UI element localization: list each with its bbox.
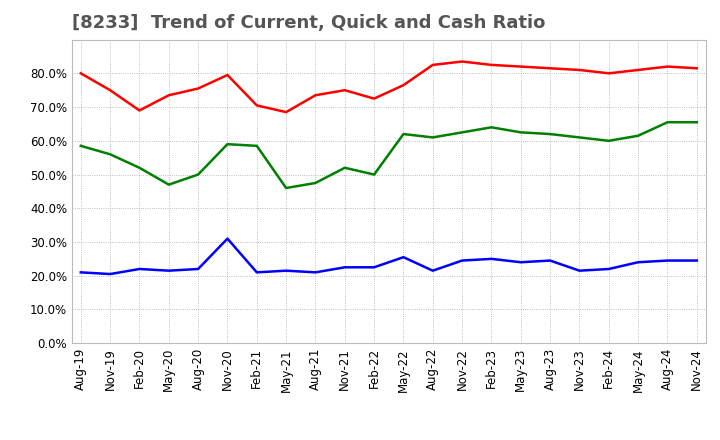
Current Ratio	[487, 62, 496, 67]
Current Ratio	[399, 82, 408, 88]
Quick Ratio	[663, 120, 672, 125]
Quick Ratio	[634, 133, 642, 138]
Quick Ratio	[164, 182, 173, 187]
Current Ratio	[135, 108, 144, 113]
Current Ratio	[428, 62, 437, 67]
Current Ratio	[223, 72, 232, 77]
Quick Ratio	[458, 130, 467, 135]
Cash Ratio	[575, 268, 584, 273]
Quick Ratio	[399, 132, 408, 137]
Cash Ratio	[428, 268, 437, 273]
Line: Current Ratio: Current Ratio	[81, 62, 697, 112]
Current Ratio	[693, 66, 701, 71]
Cash Ratio	[311, 270, 320, 275]
Quick Ratio	[546, 132, 554, 137]
Quick Ratio	[311, 180, 320, 186]
Quick Ratio	[253, 143, 261, 148]
Quick Ratio	[135, 165, 144, 170]
Current Ratio	[311, 92, 320, 98]
Cash Ratio	[693, 258, 701, 263]
Quick Ratio	[194, 172, 202, 177]
Cash Ratio	[341, 264, 349, 270]
Current Ratio	[458, 59, 467, 64]
Cash Ratio	[106, 271, 114, 277]
Quick Ratio	[575, 135, 584, 140]
Cash Ratio	[516, 260, 525, 265]
Quick Ratio	[341, 165, 349, 170]
Cash Ratio	[634, 260, 642, 265]
Line: Cash Ratio: Cash Ratio	[81, 238, 697, 274]
Cash Ratio	[370, 264, 379, 270]
Cash Ratio	[76, 270, 85, 275]
Quick Ratio	[428, 135, 437, 140]
Current Ratio	[575, 67, 584, 73]
Quick Ratio	[487, 125, 496, 130]
Cash Ratio	[194, 266, 202, 271]
Current Ratio	[605, 71, 613, 76]
Cash Ratio	[458, 258, 467, 263]
Current Ratio	[546, 66, 554, 71]
Current Ratio	[516, 64, 525, 69]
Quick Ratio	[693, 120, 701, 125]
Current Ratio	[341, 88, 349, 93]
Text: [8233]  Trend of Current, Quick and Cash Ratio: [8233] Trend of Current, Quick and Cash …	[72, 15, 545, 33]
Cash Ratio	[546, 258, 554, 263]
Current Ratio	[282, 110, 290, 115]
Current Ratio	[164, 92, 173, 98]
Cash Ratio	[487, 256, 496, 261]
Quick Ratio	[76, 143, 85, 148]
Cash Ratio	[223, 236, 232, 241]
Current Ratio	[76, 71, 85, 76]
Current Ratio	[663, 64, 672, 69]
Cash Ratio	[605, 266, 613, 271]
Quick Ratio	[516, 130, 525, 135]
Current Ratio	[106, 88, 114, 93]
Current Ratio	[253, 103, 261, 108]
Cash Ratio	[135, 266, 144, 271]
Cash Ratio	[164, 268, 173, 273]
Current Ratio	[370, 96, 379, 101]
Cash Ratio	[253, 270, 261, 275]
Cash Ratio	[399, 254, 408, 260]
Quick Ratio	[605, 138, 613, 143]
Cash Ratio	[282, 268, 290, 273]
Quick Ratio	[106, 152, 114, 157]
Cash Ratio	[663, 258, 672, 263]
Current Ratio	[194, 86, 202, 91]
Quick Ratio	[282, 185, 290, 191]
Quick Ratio	[370, 172, 379, 177]
Quick Ratio	[223, 142, 232, 147]
Current Ratio	[634, 67, 642, 73]
Line: Quick Ratio: Quick Ratio	[81, 122, 697, 188]
